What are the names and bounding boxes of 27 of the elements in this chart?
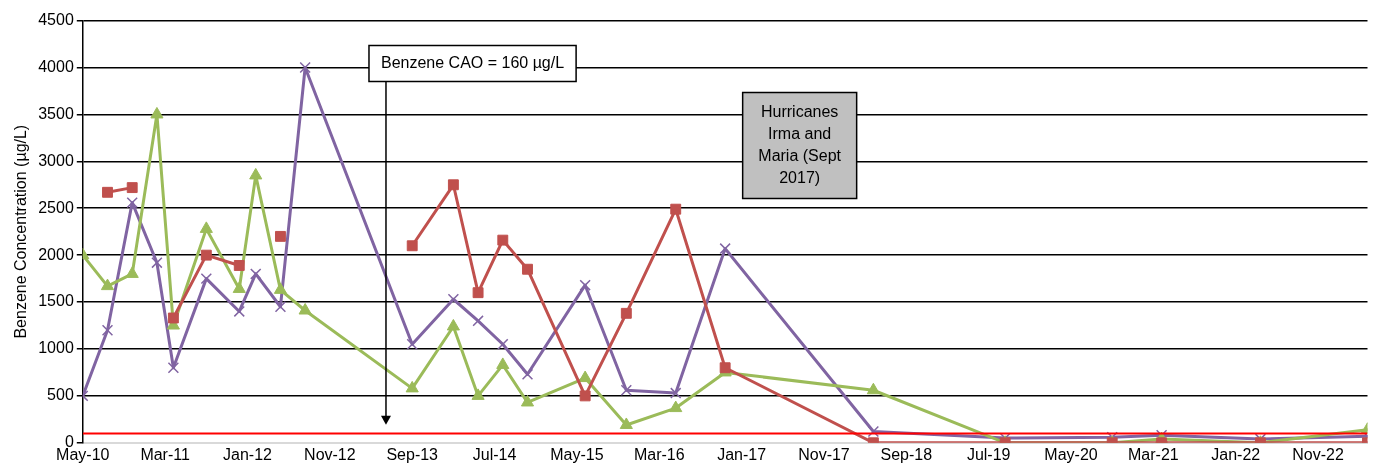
- x-tick-label: Nov-17: [798, 445, 850, 463]
- x-tick-label: Mar-21: [1128, 445, 1179, 463]
- y-tick-label: 3000: [38, 151, 74, 169]
- annotation: Hurricanes Irma and Maria (Sept 2017): [758, 103, 842, 187]
- y-tick-label: 2000: [38, 245, 74, 263]
- x-tick-label: May-20: [1044, 445, 1098, 463]
- y-tick-label: 4500: [38, 11, 74, 29]
- y-tick-label: 3500: [38, 104, 74, 122]
- y-tick-label: 4000: [38, 57, 74, 75]
- x-tick-label: Jan-22: [1211, 445, 1261, 463]
- x-tick-label: Nov-22: [1292, 445, 1344, 463]
- x-tick-label: Jul-14: [472, 445, 517, 463]
- y-axis-title: Benzene Concentration (µg/L): [12, 124, 30, 339]
- x-tick-label: Sep-18: [880, 445, 933, 463]
- y-tick-label: 1500: [38, 292, 74, 310]
- y-tick-label: 500: [47, 386, 74, 404]
- y-tick-label: 2500: [38, 198, 74, 216]
- x-tick-label: Jul-19: [966, 445, 1011, 463]
- annotation: Benzene CAO = 160 µg/L: [380, 54, 565, 72]
- x-tick-label: Sep-13: [386, 445, 439, 463]
- x-tick-label: Nov-12: [304, 445, 356, 463]
- x-tick-label: Mar-11: [140, 445, 190, 463]
- x-tick-label: Mar-16: [633, 445, 685, 463]
- x-tick-label: Jan-17: [717, 445, 767, 463]
- x-tick-label: May-15: [550, 445, 604, 463]
- x-tick-label: Jan-12: [223, 445, 273, 463]
- y-tick-label: 1000: [38, 339, 74, 357]
